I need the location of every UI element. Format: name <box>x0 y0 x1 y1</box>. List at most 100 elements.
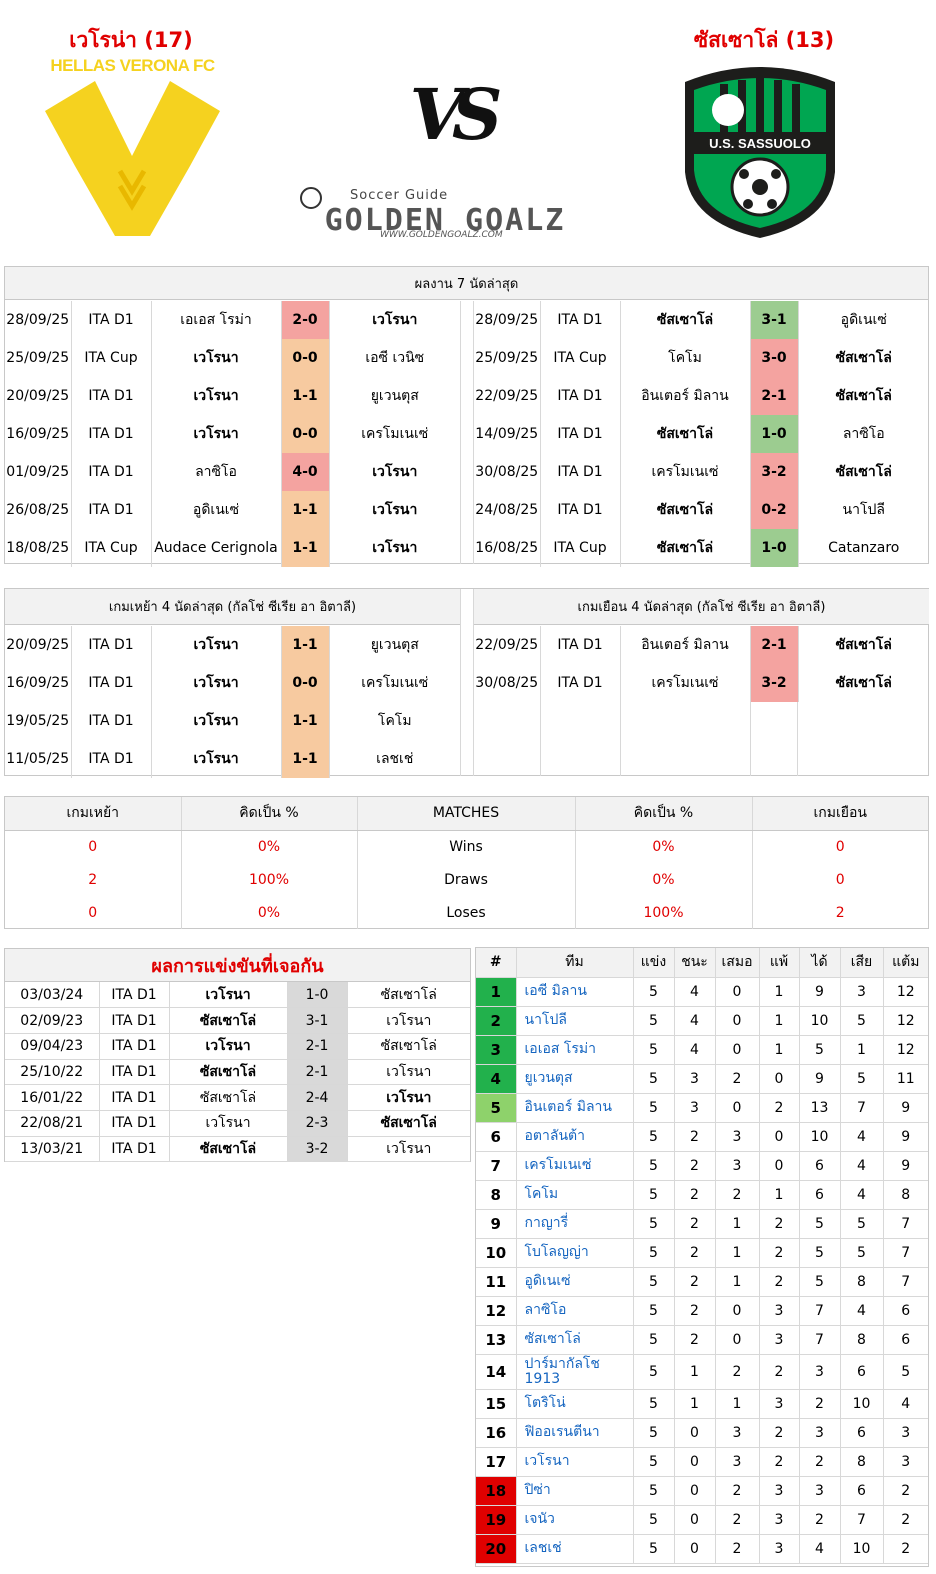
team-name-cell: โคโม <box>515 1180 633 1210</box>
match-row: 24/08/25 ITA D1 ซัสเซาโล่ 0-2 นาโปลี <box>474 491 929 529</box>
stats-row: 0 0% Wins 0% 0 <box>5 830 928 863</box>
match-date: 22/09/25 <box>475 388 539 404</box>
stat-cell: 5 <box>632 977 674 1007</box>
match-row: 25/09/25 ITA Cup โคโม 3-0 ซัสเซาโล่ <box>474 339 929 377</box>
rank-cell: 10 <box>476 1238 516 1268</box>
stat-cell: 2 <box>758 1267 799 1297</box>
stat-cell: 3 <box>673 1064 715 1094</box>
stat-cell: 10 <box>798 1122 840 1152</box>
stats-header: เกมเยือน <box>751 797 928 831</box>
team-name-cell: เวโรนา <box>515 1447 633 1477</box>
match-date: 01/09/25 <box>6 464 70 480</box>
stat-cell: 4 <box>839 1122 883 1152</box>
stats-cell: 0 <box>88 838 98 855</box>
standings-row: 11 อูดิเนเซ่ 5 2 1 2 5 8 7 <box>476 1267 928 1297</box>
standings-header: ชนะ <box>673 948 715 978</box>
stat-cell: 12 <box>882 1035 928 1065</box>
match-league: ITA D1 <box>98 1136 169 1163</box>
football-icon <box>300 187 322 209</box>
stat-cell: 3 <box>758 1389 799 1419</box>
match-date: 22/08/21 <box>5 1110 99 1137</box>
match-row: 30/08/25 ITA D1 เครโมเนเซ่ 3-2 ซัสเซาโล่ <box>474 453 929 491</box>
away-venue-table: 22/09/25 ITA D1 อินเตอร์ มิลาน 2-1 ซัสเซาโล่… <box>474 626 929 702</box>
home-team: ซัสเซาโล่ <box>168 1136 287 1163</box>
match-league: ITA D1 <box>98 982 169 1009</box>
stats-cell: Wins <box>356 830 575 863</box>
match-date: 16/08/25 <box>475 540 539 556</box>
away-team: เวโรนา <box>328 491 460 529</box>
stat-cell: 2 <box>673 1296 715 1326</box>
sassuolo-crest-icon: U.S. SASSUOLO <box>685 67 835 238</box>
stat-cell: 3 <box>714 1151 759 1181</box>
home-team: เวโรนา <box>150 626 281 664</box>
hellas-verona-logo-text: HELLAS VERONA FC <box>50 56 215 75</box>
standings-header: แข่ง <box>632 948 674 978</box>
match-score: 1-1 <box>280 529 329 567</box>
stat-cell: 3 <box>758 1476 799 1506</box>
team-name-cell: เอซี มิลาน <box>515 977 633 1007</box>
match-row: 28/09/25 ITA D1 เอเอส โรม่า 2-0 เวโรนา <box>5 301 460 339</box>
stat-cell: 8 <box>839 1447 883 1477</box>
sassuolo-logo: U.S. SASSUOLO <box>680 62 840 240</box>
golden-goalz-logo: Soccer Guide GOLDEN GOALZ WWW.GOLDENGOAL… <box>280 175 610 245</box>
standings-row: 6 อตาลันต้า 5 2 3 0 10 4 9 <box>476 1122 928 1152</box>
match-score: 3-0 <box>749 339 798 377</box>
stat-cell: 2 <box>714 1180 759 1210</box>
match-score: 2-3 <box>286 1110 347 1137</box>
stat-cell: 7 <box>839 1505 883 1535</box>
stat-cell: 2 <box>758 1209 799 1239</box>
stat-cell: 0 <box>714 1035 759 1065</box>
away-team: ซัสเซาโล่ <box>346 1033 470 1060</box>
match-score: 1-0 <box>749 529 798 567</box>
stat-cell: 2 <box>714 1476 759 1506</box>
home-team: ซัสเซาโล่ <box>619 529 750 567</box>
home-venue-table: 20/09/25 ITA D1 เวโรนา 1-1 ยูเวนตุส 16/09/25 I… <box>5 626 460 778</box>
stat-cell: 0 <box>714 1006 759 1036</box>
away-team: เวโรนา <box>328 301 460 339</box>
rank-cell: 12 <box>476 1296 516 1326</box>
stat-cell: 3 <box>798 1418 840 1448</box>
stat-cell: 0 <box>714 977 759 1007</box>
match-league: ITA Cup <box>70 529 151 567</box>
h2h-row: 09/04/23 ITA D1 เวโรนา 2-1 ซัสเซาโล่ <box>5 1033 470 1060</box>
home-team: เวโรนา <box>150 702 281 740</box>
stat-cell: 2 <box>673 1267 715 1297</box>
standings-row: 13 ซัสเซาโล่ 5 2 0 3 7 8 6 <box>476 1325 928 1355</box>
away-team: Catanzaro <box>797 529 929 567</box>
match-row: 25/09/25 ITA Cup เวโรนา 0-0 เอซี เวนิซ <box>5 339 460 377</box>
h2h-row: 02/09/23 ITA D1 ซัสเซาโล่ 3-1 เวโรนา <box>5 1007 470 1034</box>
match-row: 11/05/25 ITA D1 เวโรนา 1-1 เลชเช่ <box>5 740 460 778</box>
stats-summary-panel: เกมเหย้า คิดเป็น % MATCHES คิดเป็น % เกมเยือ… <box>4 796 929 929</box>
match-date: 19/05/25 <box>6 713 70 729</box>
stat-cell: 3 <box>798 1354 840 1390</box>
team-name-cell: ลาซิโอ <box>515 1296 633 1326</box>
standings-row: 1 เอซี มิลาน 5 4 0 1 9 3 12 <box>476 977 928 1007</box>
stats-row: 2 100% Draws 0% 0 <box>5 863 928 896</box>
stat-cell: 5 <box>632 1534 674 1564</box>
team-name-cell: เจนัว <box>515 1505 633 1535</box>
h2h-row: 22/08/21 ITA D1 เวโรนา 2-3 ซัสเซาโล่ <box>5 1110 470 1137</box>
stat-cell: 4 <box>673 1006 715 1036</box>
rank-cell: 14 <box>476 1354 516 1390</box>
match-score: 1-0 <box>286 982 347 1009</box>
standings-table: # ทีม แข่ง ชนะ เสมอ แพ้ ได้ เสีย แต้ม 1 เอซี มิลา… <box>476 948 928 1564</box>
stat-cell: 5 <box>839 1006 883 1036</box>
stats-cell: 0% <box>180 896 357 929</box>
stat-cell: 11 <box>882 1064 928 1094</box>
stat-cell: 3 <box>839 977 883 1007</box>
stat-cell: 12 <box>882 977 928 1007</box>
stat-cell: 0 <box>758 1122 799 1152</box>
stat-cell: 2 <box>758 1447 799 1477</box>
rank-cell: 5 <box>476 1093 516 1123</box>
home-team: เวโรนา <box>150 740 281 778</box>
stat-cell: 8 <box>839 1267 883 1297</box>
home-team: เวโรนา <box>150 664 281 702</box>
stat-cell: 5 <box>798 1035 840 1065</box>
team-name-cell: ปิซ่า <box>515 1476 633 1506</box>
match-row: 28/09/25 ITA D1 ซัสเซาโล่ 3-1 อูดิเนเซ่ <box>474 301 929 339</box>
stat-cell: 3 <box>758 1505 799 1535</box>
home-team: เวโรนา <box>150 377 281 415</box>
stat-cell: 5 <box>632 1296 674 1326</box>
stat-cell: 2 <box>882 1534 928 1564</box>
match-league: ITA Cup <box>539 529 620 567</box>
